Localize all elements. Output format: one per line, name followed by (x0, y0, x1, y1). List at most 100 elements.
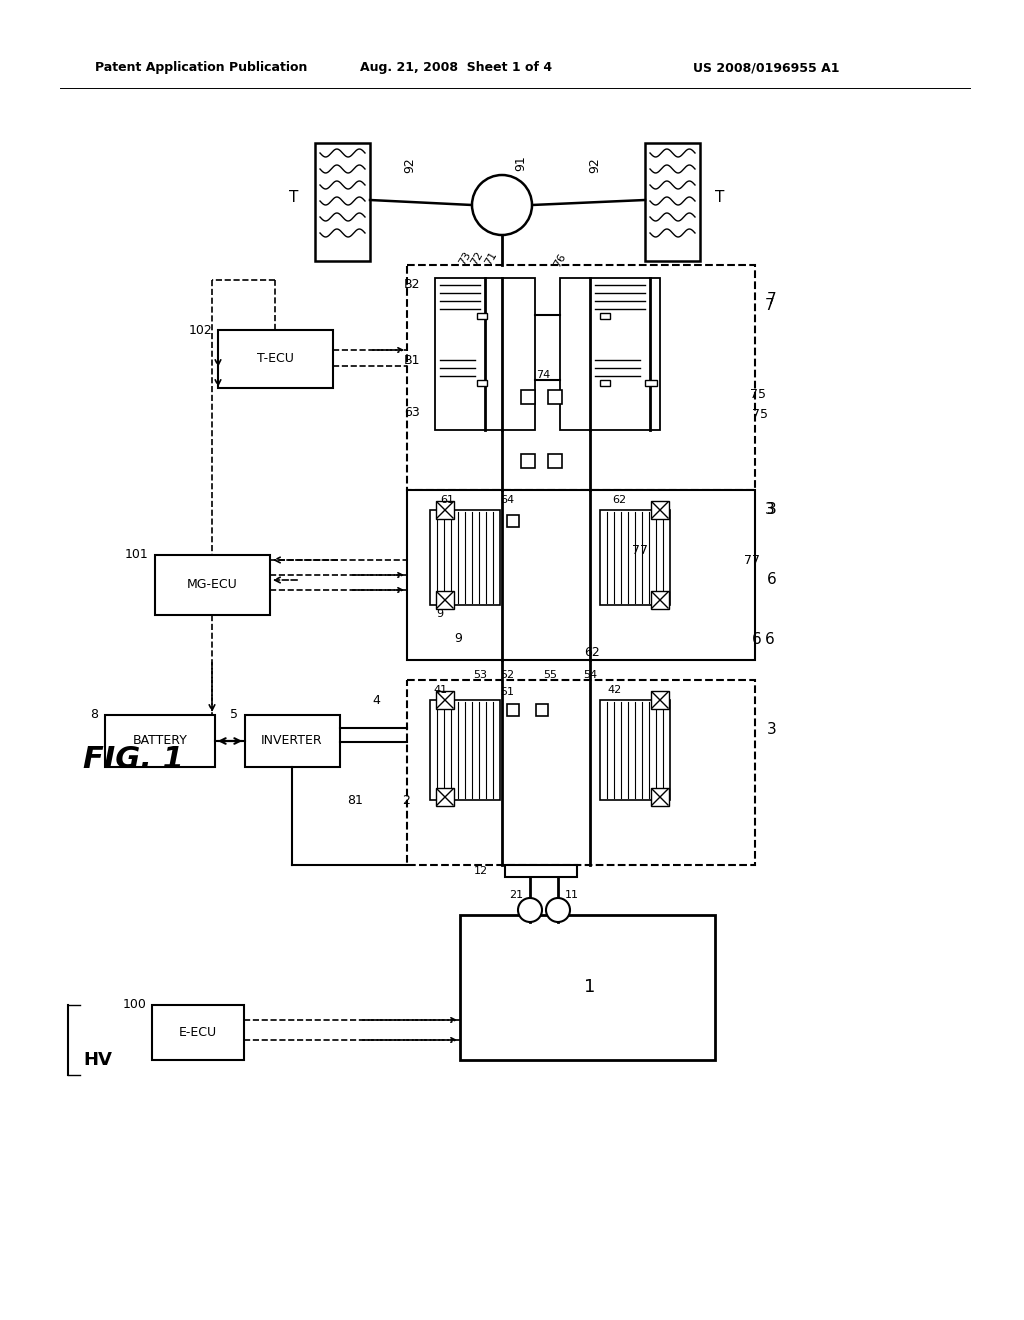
Text: 5: 5 (230, 709, 238, 722)
Bar (651, 690, 669, 709)
Text: B2: B2 (403, 277, 420, 290)
Text: 41: 41 (433, 685, 447, 696)
Text: 91: 91 (514, 156, 527, 170)
Text: 62: 62 (612, 495, 626, 506)
Bar (407, 265, 755, 490)
Bar (505, 865, 577, 876)
Bar (245, 715, 340, 767)
Bar (407, 680, 755, 865)
Text: 51: 51 (500, 686, 514, 697)
Text: 63: 63 (404, 405, 420, 418)
Text: 6: 6 (765, 632, 775, 648)
Bar (477, 313, 487, 319)
Text: 7: 7 (765, 297, 774, 313)
Text: 71: 71 (483, 249, 499, 267)
Bar (436, 788, 454, 807)
Text: 75: 75 (750, 388, 766, 401)
Bar (218, 330, 333, 388)
Text: 102: 102 (188, 323, 212, 337)
Bar (651, 502, 669, 519)
Text: 61: 61 (440, 495, 454, 506)
Bar (507, 704, 519, 715)
Text: 101: 101 (124, 549, 148, 561)
Bar (600, 313, 610, 319)
Bar (600, 380, 610, 385)
Bar (430, 700, 500, 800)
Text: 100: 100 (123, 998, 147, 1011)
Text: 52: 52 (500, 671, 514, 680)
Circle shape (472, 176, 532, 235)
Text: 1: 1 (585, 978, 596, 997)
Text: T: T (289, 190, 298, 205)
Text: 12: 12 (474, 866, 488, 876)
Text: 11: 11 (565, 890, 579, 900)
Text: INVERTER: INVERTER (261, 734, 323, 747)
Text: BATTERY: BATTERY (132, 734, 187, 747)
Text: 77: 77 (632, 544, 648, 557)
Bar (460, 915, 715, 1060)
Text: 81: 81 (347, 793, 362, 807)
Bar (436, 690, 454, 709)
Text: 3: 3 (765, 503, 775, 517)
Bar (521, 389, 535, 404)
Bar (645, 143, 700, 261)
Text: 73: 73 (457, 249, 473, 267)
Bar (507, 515, 519, 527)
Bar (430, 510, 500, 605)
Text: 74: 74 (536, 370, 550, 380)
Text: 54: 54 (583, 671, 597, 680)
Bar (548, 389, 562, 404)
Text: 4: 4 (372, 693, 380, 706)
Text: 42: 42 (608, 685, 623, 696)
Bar (155, 554, 270, 615)
Text: Patent Application Publication: Patent Application Publication (95, 62, 307, 74)
Text: 76: 76 (552, 251, 568, 268)
Text: E-ECU: E-ECU (179, 1026, 217, 1039)
Circle shape (518, 898, 542, 921)
Text: 9: 9 (436, 609, 443, 619)
Bar (600, 510, 670, 605)
Text: T-ECU: T-ECU (257, 352, 294, 366)
Bar (651, 788, 669, 807)
Text: T: T (715, 190, 724, 205)
Bar (105, 715, 215, 767)
Bar (536, 704, 548, 715)
Bar (651, 591, 669, 609)
Text: 8: 8 (90, 709, 98, 722)
Text: 6: 6 (752, 632, 762, 648)
Text: 2: 2 (402, 793, 410, 807)
Text: 77: 77 (744, 553, 760, 566)
Text: US 2008/0196955 A1: US 2008/0196955 A1 (693, 62, 840, 74)
Bar (436, 591, 454, 609)
Text: FIG. 1: FIG. 1 (83, 746, 183, 775)
Bar (548, 454, 562, 469)
Bar (407, 490, 755, 660)
Bar (600, 700, 670, 800)
Text: 6: 6 (767, 573, 777, 587)
Text: 53: 53 (473, 671, 487, 680)
Text: 64: 64 (500, 495, 514, 506)
Text: MG-ECU: MG-ECU (186, 578, 238, 591)
Text: 72: 72 (469, 249, 485, 267)
Text: 7: 7 (767, 293, 776, 308)
Text: 3: 3 (767, 722, 777, 738)
Bar (435, 279, 535, 430)
Text: 92: 92 (589, 157, 601, 173)
Text: 55: 55 (543, 671, 557, 680)
Text: 92: 92 (403, 157, 417, 173)
Text: Aug. 21, 2008  Sheet 1 of 4: Aug. 21, 2008 Sheet 1 of 4 (360, 62, 552, 74)
Text: B1: B1 (403, 354, 420, 367)
Text: 3: 3 (767, 503, 777, 517)
Text: 21: 21 (509, 890, 523, 900)
Bar (152, 1005, 244, 1060)
Bar (315, 143, 370, 261)
Circle shape (546, 898, 570, 921)
Text: 62: 62 (584, 645, 600, 659)
Text: 9: 9 (454, 631, 462, 644)
Bar (645, 380, 657, 385)
Text: HV: HV (83, 1051, 112, 1069)
Bar (521, 454, 535, 469)
Bar (560, 279, 660, 430)
Bar (436, 502, 454, 519)
Bar (477, 380, 487, 385)
